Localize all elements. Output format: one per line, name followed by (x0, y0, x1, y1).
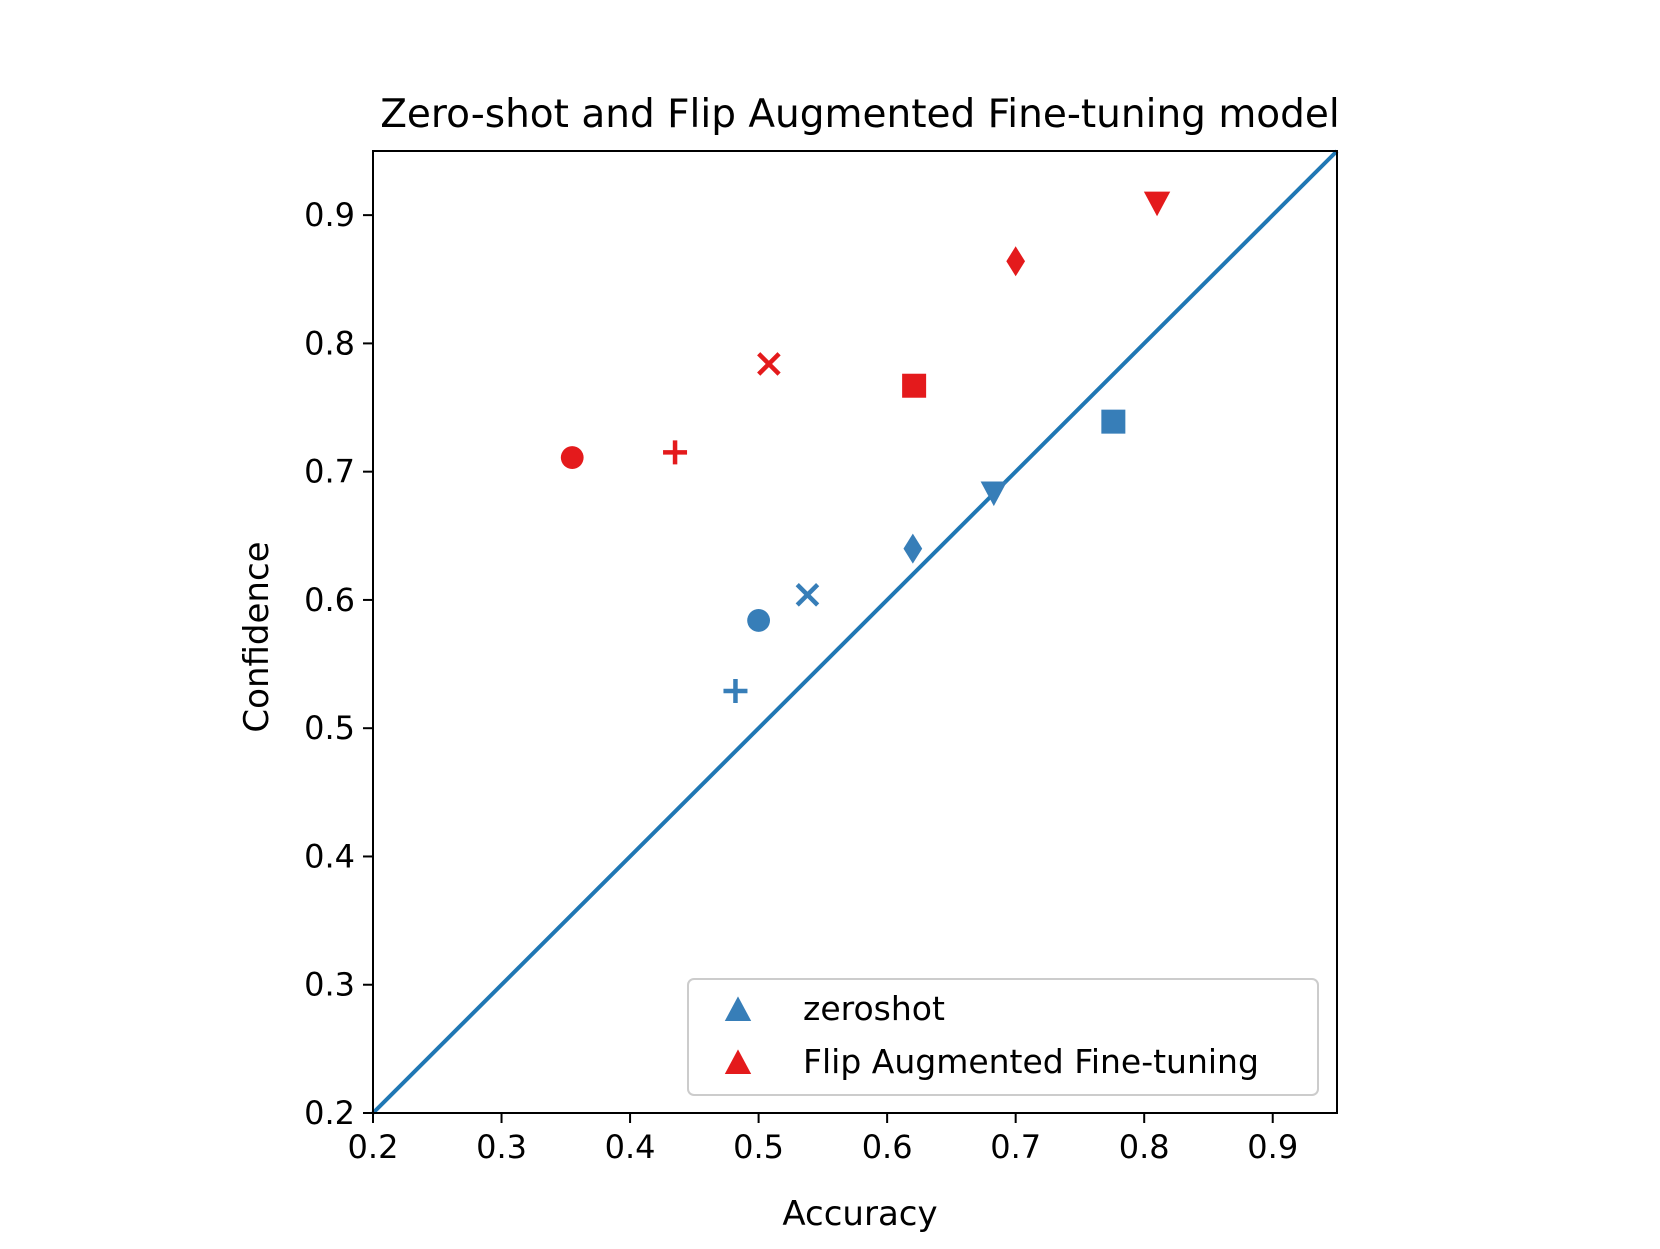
x-tick-label: 0.8 (1119, 1128, 1170, 1166)
y-tick-label: 0.7 (304, 453, 355, 491)
y-tick-label: 0.9 (304, 196, 355, 234)
data-point (1143, 191, 1171, 217)
reference-line (371, 149, 1339, 1115)
y-tick-label: 0.3 (304, 966, 355, 1004)
x-tick-label: 0.9 (1247, 1128, 1298, 1166)
legend-label: zeroshot (803, 989, 945, 1028)
data-point (723, 679, 748, 704)
data-point (747, 609, 770, 632)
x-tick-label: 0.7 (990, 1128, 1041, 1166)
y-tick-label: 0.4 (304, 837, 355, 875)
x-tick-label: 0.4 (605, 1128, 656, 1166)
x-tick-label: 0.5 (733, 1128, 784, 1166)
chart-title: Zero-shot and Flip Augmented Fine-tuning… (380, 92, 1340, 137)
data-point (903, 533, 923, 564)
series-1 (560, 191, 1171, 469)
data-point (757, 352, 781, 376)
y-tick-label: 0.2 (304, 1094, 355, 1132)
plot-frame (372, 150, 1338, 1114)
legend: zeroshot Flip Augmented Fine-tuning (687, 978, 1319, 1096)
x-tick-label: 0.6 (862, 1128, 913, 1166)
data-point (795, 583, 820, 607)
legend-box (687, 978, 1319, 1096)
data-point (1101, 409, 1126, 434)
data-point (980, 481, 1008, 507)
data-point (902, 373, 927, 398)
data-point (663, 440, 688, 465)
x-tick-label: 0.2 (348, 1128, 399, 1166)
plot-area: 0.2 0.3 0.4 0.5 0.6 0.7 0.8 0.9 0.2 0.3 0.4 0.5 0.6 0… (304, 149, 1339, 1166)
x-tick-label: 0.3 (476, 1128, 527, 1166)
legend-label: Flip Augmented Fine-tuning (803, 1042, 1259, 1081)
legend-marker (724, 1049, 752, 1074)
data-point (1006, 246, 1026, 277)
legend-marker (724, 996, 752, 1021)
series-0 (723, 409, 1126, 704)
y-axis-label: Confidence (237, 541, 277, 732)
data-point (560, 446, 584, 469)
x-axis-label: Accuracy (782, 1194, 937, 1234)
y-tick-label: 0.8 (304, 324, 355, 362)
y-tick-label: 0.6 (304, 581, 355, 619)
y-tick-label: 0.5 (304, 709, 355, 747)
